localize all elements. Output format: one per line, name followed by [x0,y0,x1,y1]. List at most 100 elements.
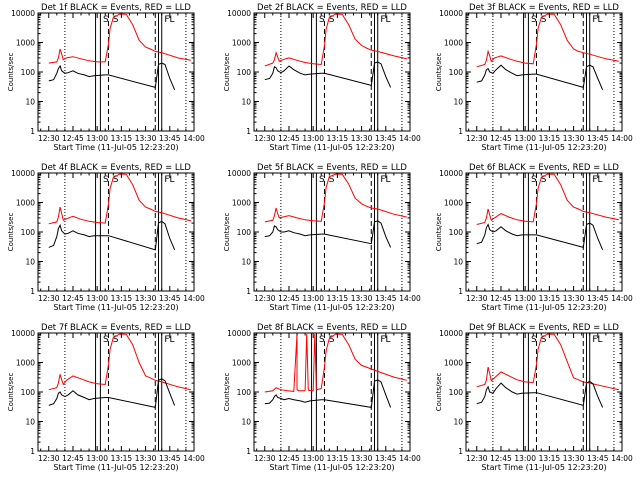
series-line-lld [476,173,619,225]
y-tick-label: 10000 [227,329,251,338]
y-axis-label: Counts/sec [435,373,443,412]
top-mark-label: FL [164,175,174,185]
chart-title: Det 9f BLACK = Events, RED = LLD [469,323,619,333]
top-mark-label: S [541,15,547,25]
x-tick-label: 14:00 [611,134,633,143]
y-tick-label: 10000 [439,169,463,178]
y-tick-label: 100 [21,228,36,237]
x-tick-label: 12:30 [466,454,488,463]
y-axis-label: Counts/sec [7,213,15,252]
y-axis-label: Counts/sec [435,213,443,252]
plot-frame [253,12,411,132]
y-tick-label: 1000 [444,199,463,208]
y-tick-label: 1000 [444,39,463,48]
y-tick-label: 1000 [232,39,251,48]
x-tick-label: 12:30 [254,294,276,303]
y-tick-label: 100 [237,68,252,77]
x-tick-label: 13:45 [159,134,181,143]
chart-panel-7: Det 7f BLACK = Events, RED = LLD Counts/s… [7,323,205,472]
x-tick-label: 13:00 [86,454,108,463]
chart-panel-4: Det 4f BLACK = Events, RED = LLD Counts/s… [7,163,205,312]
x-tick-label: 13:00 [86,134,108,143]
top-mark-label: S [103,15,109,25]
x-tick-label: 13:30 [351,134,373,143]
top-mark-label: S [329,15,335,25]
x-tick-label: 13:45 [587,134,609,143]
x-tick-label: 14:00 [399,294,421,303]
x-tick-label: 13:15 [111,454,133,463]
x-tick-label: 13:15 [539,294,561,303]
top-mark-label: FL [592,175,602,185]
top-mark-label: S [319,175,325,185]
series-line-lld [264,173,407,223]
chart-title: Det 6f BLACK = Events, RED = LLD [469,163,619,173]
y-tick-label: 1 [246,287,251,296]
y-tick-label: 10 [241,418,251,427]
y-tick-label: 10000 [11,169,35,178]
y-axis-label: Counts/sec [7,53,15,92]
y-tick-label: 10000 [11,329,35,338]
plot-frame [253,332,411,452]
x-tick-label: 13:30 [351,454,373,463]
series-line-events [476,380,604,408]
y-tick-label: 1000 [16,359,35,368]
top-mark-label: S [531,335,537,345]
x-tick-label: 12:45 [490,454,512,463]
top-mark-label: S [541,175,547,185]
x-tick-label: 13:30 [135,134,157,143]
y-axis-label: Counts/sec [7,373,15,412]
series-line-events [264,220,392,248]
y-tick-label: 100 [237,228,252,237]
x-tick-label: 12:45 [490,134,512,143]
x-tick-label: 13:30 [563,294,585,303]
top-mark-label: FL [380,335,390,345]
y-tick-label: 1000 [232,199,251,208]
x-tick-label: 13:30 [351,294,373,303]
x-tick-label: 12:45 [62,134,84,143]
series-line-events [476,222,604,250]
series-line-events [264,61,392,88]
plot-frame [253,172,411,292]
x-tick-label: 12:30 [38,294,60,303]
x-tick-label: 13:15 [111,294,133,303]
x-tick-label: 14:00 [611,294,633,303]
y-tick-label: 10 [241,98,251,107]
chart-panel-1: Det 1f BLACK = Events, RED = LLD Counts/s… [7,3,205,152]
x-tick-label: 12:45 [62,294,84,303]
top-mark-label: S [319,15,325,25]
chart-panel-3: Det 3f BLACK = Events, RED = LLD Counts/s… [435,3,633,152]
y-tick-label: 10000 [11,9,35,18]
x-tick-label: 13:30 [563,134,585,143]
plot-frame [465,172,623,292]
y-axis-label: Counts/sec [223,53,231,92]
series-line-lld [476,333,619,391]
top-mark-label: S [329,175,335,185]
series-line-lld [48,173,191,225]
y-tick-label: 100 [449,388,464,397]
x-tick-label: 13:30 [563,454,585,463]
x-tick-label: 14:00 [183,134,205,143]
top-mark-label: S [531,175,537,185]
y-axis-label: Counts/sec [223,373,231,412]
x-tick-label: 12:30 [466,294,488,303]
plot-frame [37,332,195,452]
y-tick-label: 10000 [439,9,463,18]
y-tick-label: 100 [237,388,252,397]
x-tick-label: 12:30 [38,454,60,463]
x-tick-label: 13:45 [375,294,397,303]
y-tick-label: 1 [30,447,35,456]
x-tick-label: 13:15 [111,134,133,143]
chart-panel-6: Det 6f BLACK = Events, RED = LLD Counts/s… [435,163,633,312]
top-mark-label: S [113,175,119,185]
chart-panel-2: Det 2f BLACK = Events, RED = LLD Counts/s… [223,3,421,152]
chart-title: Det 8f BLACK = Events, RED = LLD [257,323,407,333]
top-mark-label: S [113,335,119,345]
series-line-events [48,220,176,251]
x-tick-label: 12:45 [278,294,300,303]
y-tick-label: 1 [458,287,463,296]
chart-title: Det 2f BLACK = Events, RED = LLD [257,3,407,13]
y-tick-label: 10 [25,418,35,427]
chart-title: Det 5f BLACK = Events, RED = LLD [257,163,407,173]
series-line-events [264,379,392,408]
